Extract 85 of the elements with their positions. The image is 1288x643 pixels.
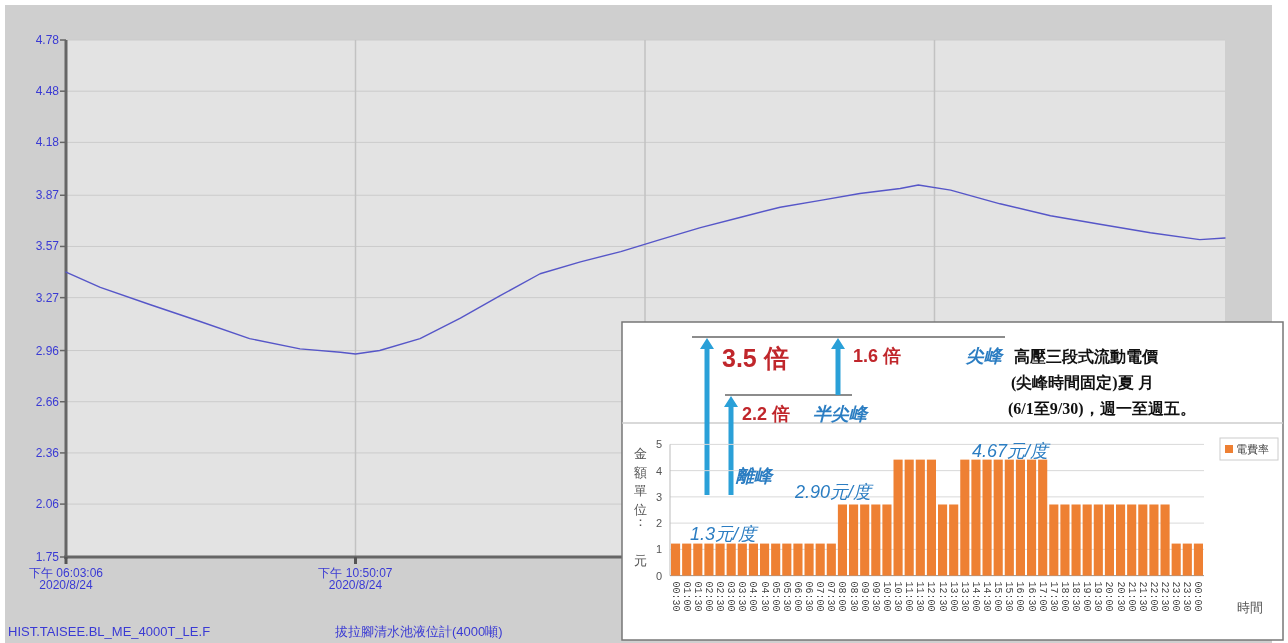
x-tick-label: 09:00 xyxy=(858,581,870,612)
x-tick-label: 22:30 xyxy=(1159,581,1171,612)
x-tick-label: 03:00 xyxy=(725,581,737,612)
x-tick-label: 10:30 xyxy=(892,581,904,612)
x-tick-label: 20:00 xyxy=(1103,581,1115,612)
x-tick-label: 17:30 xyxy=(1047,581,1059,612)
x-tick-label: 00:00 xyxy=(1192,581,1204,612)
x-tick-label: 15:30 xyxy=(1003,581,1015,612)
x-tick-label: 11:30 xyxy=(914,581,926,612)
y-tick-label: 3.27 xyxy=(35,290,60,305)
annotation: 2.2 倍 xyxy=(742,404,791,424)
text: 拔拉腳清水池液位計(4000噸) xyxy=(335,624,503,639)
x-tick-label: 20:30 xyxy=(1114,581,1126,612)
x-tick-label: 08:00 xyxy=(836,581,848,612)
annotation: 離峰 xyxy=(735,466,775,486)
annotation: 3.5 倍 xyxy=(722,344,789,372)
y-tick-label: 2.06 xyxy=(35,497,60,512)
y-tick-label: 1.75 xyxy=(35,550,60,564)
x-axis-title: 時間 xyxy=(1237,600,1263,615)
x-tick-label: 18:30 xyxy=(1070,581,1082,612)
legend: 電費率 xyxy=(1219,437,1279,461)
y-axis-title: 金額單位：元 xyxy=(633,436,649,567)
annotation: 尖峰 xyxy=(965,346,1005,366)
x-tick-label: 05:00 xyxy=(769,581,781,612)
x-tick-label: 01:00 xyxy=(680,581,692,612)
x-tick-label: 21:30 xyxy=(1136,581,1148,612)
x-tick-label: 23:00 xyxy=(1170,581,1182,612)
y-tick-label: 4 xyxy=(655,464,662,477)
x-tick-label: 01:30 xyxy=(691,581,703,612)
x-tick-label: 02:30 xyxy=(714,581,726,612)
legend-label: 電費率 xyxy=(1236,443,1269,455)
y-tick-label: 2 xyxy=(655,517,662,530)
y-tick-label: 5 xyxy=(655,438,662,451)
x-tick-label: 16:30 xyxy=(1025,581,1037,612)
x-tick-label: 19:00 xyxy=(1081,581,1093,612)
x-tick-label: 00:30 xyxy=(669,581,681,612)
annotation: 4.67元/度 xyxy=(972,441,1052,461)
y-tick-label: 1 xyxy=(655,543,662,556)
x-tick-label: 04:00 xyxy=(747,581,759,612)
x-tick-label: 08:30 xyxy=(847,581,859,612)
y-tick-label: 2.36 xyxy=(35,445,60,460)
x-tick-label: 10:00 xyxy=(880,581,892,612)
y-tick-label: 2.96 xyxy=(35,343,60,358)
y-tick-label: 0 xyxy=(655,569,662,582)
x-tick-label: 21:00 xyxy=(1125,581,1137,612)
x-tick-label: 13:00 xyxy=(947,581,959,612)
x-tick-label: 02:00 xyxy=(702,581,714,612)
x-tick-label: 04:30 xyxy=(758,581,770,612)
x-tick-label: 07:00 xyxy=(814,581,826,612)
x-tick-label: 下午 10:50:07 2020/8/24 xyxy=(318,566,393,592)
y-tick-label: 3.57 xyxy=(35,239,60,254)
x-tick-label: 12:00 xyxy=(925,581,937,612)
y-tick-label: 4.48 xyxy=(35,84,60,99)
annotation: (尖峰時間固定)夏 月 xyxy=(1011,374,1154,392)
x-tick-label: 19:30 xyxy=(1092,581,1104,612)
annotation: 1.6 倍 xyxy=(853,346,902,366)
y-tick-label: 4.78 xyxy=(35,33,60,47)
y-tick-label: 3 xyxy=(655,490,662,503)
x-tick-label: 22:00 xyxy=(1147,581,1159,612)
annotation: (6/1至9/30)，週一至週五。 xyxy=(1008,400,1196,418)
annotation: 2.90元/度 xyxy=(794,482,875,502)
x-tick-label: 07:30 xyxy=(825,581,837,612)
annotation: 半尖峰 xyxy=(813,404,870,424)
y-tick-label: 3.87 xyxy=(35,188,60,203)
text: HIST.TAISEE.BL_ME_4000T_LE.F xyxy=(8,624,211,639)
x-tick-label: 14:30 xyxy=(981,581,993,612)
x-tick-label: 05:30 xyxy=(780,581,792,612)
y-tick-label: 4.18 xyxy=(35,135,60,150)
x-tick-label: 下午 06:03:06 2020/8/24 xyxy=(28,566,104,592)
x-tick-label: 18:00 xyxy=(1058,581,1070,612)
x-tick-label: 23:30 xyxy=(1181,581,1193,612)
x-tick-label: 13:30 xyxy=(958,581,970,612)
x-tick-label: 14:00 xyxy=(969,581,981,612)
y-tick-label: 2.66 xyxy=(35,394,60,409)
x-tick-label: 06:30 xyxy=(803,581,815,612)
x-tick-label: 06:00 xyxy=(791,581,803,612)
annotation: 1.3元/度 xyxy=(690,524,760,544)
x-tick-label: 03:30 xyxy=(736,581,748,612)
x-tick-label: 12:30 xyxy=(936,581,948,612)
annotation: 高壓三段式流動電價 xyxy=(1014,347,1159,365)
x-tick-label: 11:00 xyxy=(903,581,915,612)
x-tick-label: 09:30 xyxy=(869,581,881,612)
x-tick-label: 16:00 xyxy=(1014,581,1026,612)
x-tick-label: 15:00 xyxy=(992,581,1004,612)
x-tick-label: 17:00 xyxy=(1036,581,1048,612)
